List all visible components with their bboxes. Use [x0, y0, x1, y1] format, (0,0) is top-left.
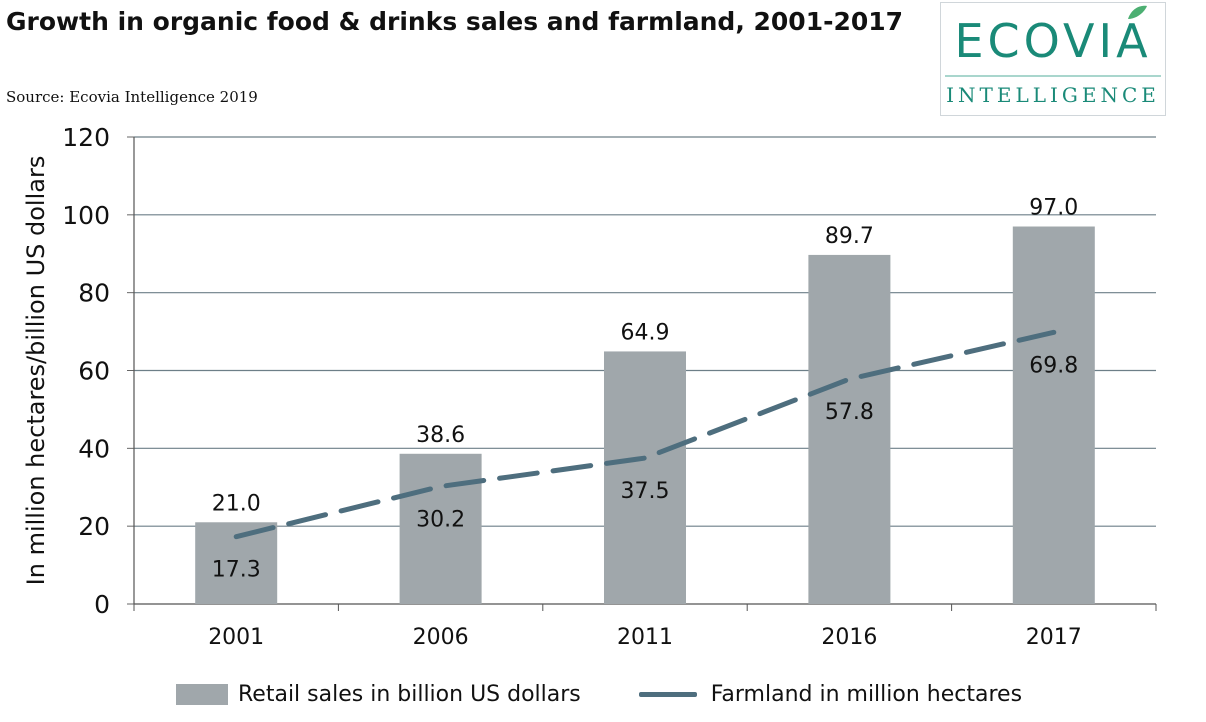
bar-value-label: 89.7: [825, 224, 874, 249]
chart-source: Source: Ecovia Intelligence 2019: [6, 88, 258, 106]
x-tick-label: 2016: [821, 625, 877, 650]
x-tick-label: 2011: [617, 625, 673, 650]
logo-subtitle: INTELLIGENCE: [946, 83, 1160, 107]
bar: [604, 351, 686, 604]
x-tick-label: 2001: [208, 625, 264, 650]
line-value-label: 17.3: [212, 558, 261, 583]
farmland-line: [233, 329, 1057, 540]
bar: [1012, 226, 1095, 604]
legend-swatch-bar: [176, 683, 228, 705]
bar: [808, 254, 891, 605]
legend-swatch-line: [638, 691, 697, 697]
logo-wordmark: ECOVIA: [954, 14, 1152, 68]
legend-item-retail: Retail sales in billion US dollars: [176, 682, 581, 707]
y-tick-label: 0: [94, 590, 110, 619]
ecovia-logo: ECOVIA INTELLIGENCE: [940, 2, 1166, 116]
y-tick-label: 40: [78, 434, 110, 463]
bar-value-label: 64.9: [621, 320, 670, 345]
legend: Retail sales in billion US dollars Farml…: [176, 678, 1080, 710]
line-value-label: 69.8: [1029, 353, 1078, 378]
line-value-label: 30.2: [416, 507, 465, 532]
bar: [399, 453, 482, 604]
logo-divider: [945, 75, 1161, 77]
y-tick-label: 20: [78, 512, 110, 541]
y-tick-label: 120: [62, 123, 110, 152]
y-axis-label: In million hectares/billion US dollars: [22, 156, 50, 586]
y-tick-label: 80: [78, 279, 110, 308]
y-tick-label: 100: [62, 201, 110, 230]
bar-value-label: 97.0: [1029, 196, 1078, 221]
bar-value-label: 38.6: [416, 423, 465, 448]
legend-label-farmland: Farmland in million hectares: [710, 681, 1023, 707]
line-value-label: 57.8: [825, 400, 874, 425]
legend-item-farmland: Farmland in million hectares: [638, 681, 1023, 707]
x-tick-label: 2006: [413, 625, 469, 650]
leaf-icon: [1128, 5, 1147, 19]
line-value-label: 37.5: [621, 479, 670, 504]
legend-label-retail: Retail sales in billion US dollars: [238, 681, 581, 707]
y-tick-label: 60: [78, 357, 110, 386]
chart-title: Growth in organic food & drinks sales an…: [6, 7, 904, 36]
bar-value-label: 21.0: [212, 491, 261, 516]
x-tick-label: 2017: [1026, 625, 1082, 650]
